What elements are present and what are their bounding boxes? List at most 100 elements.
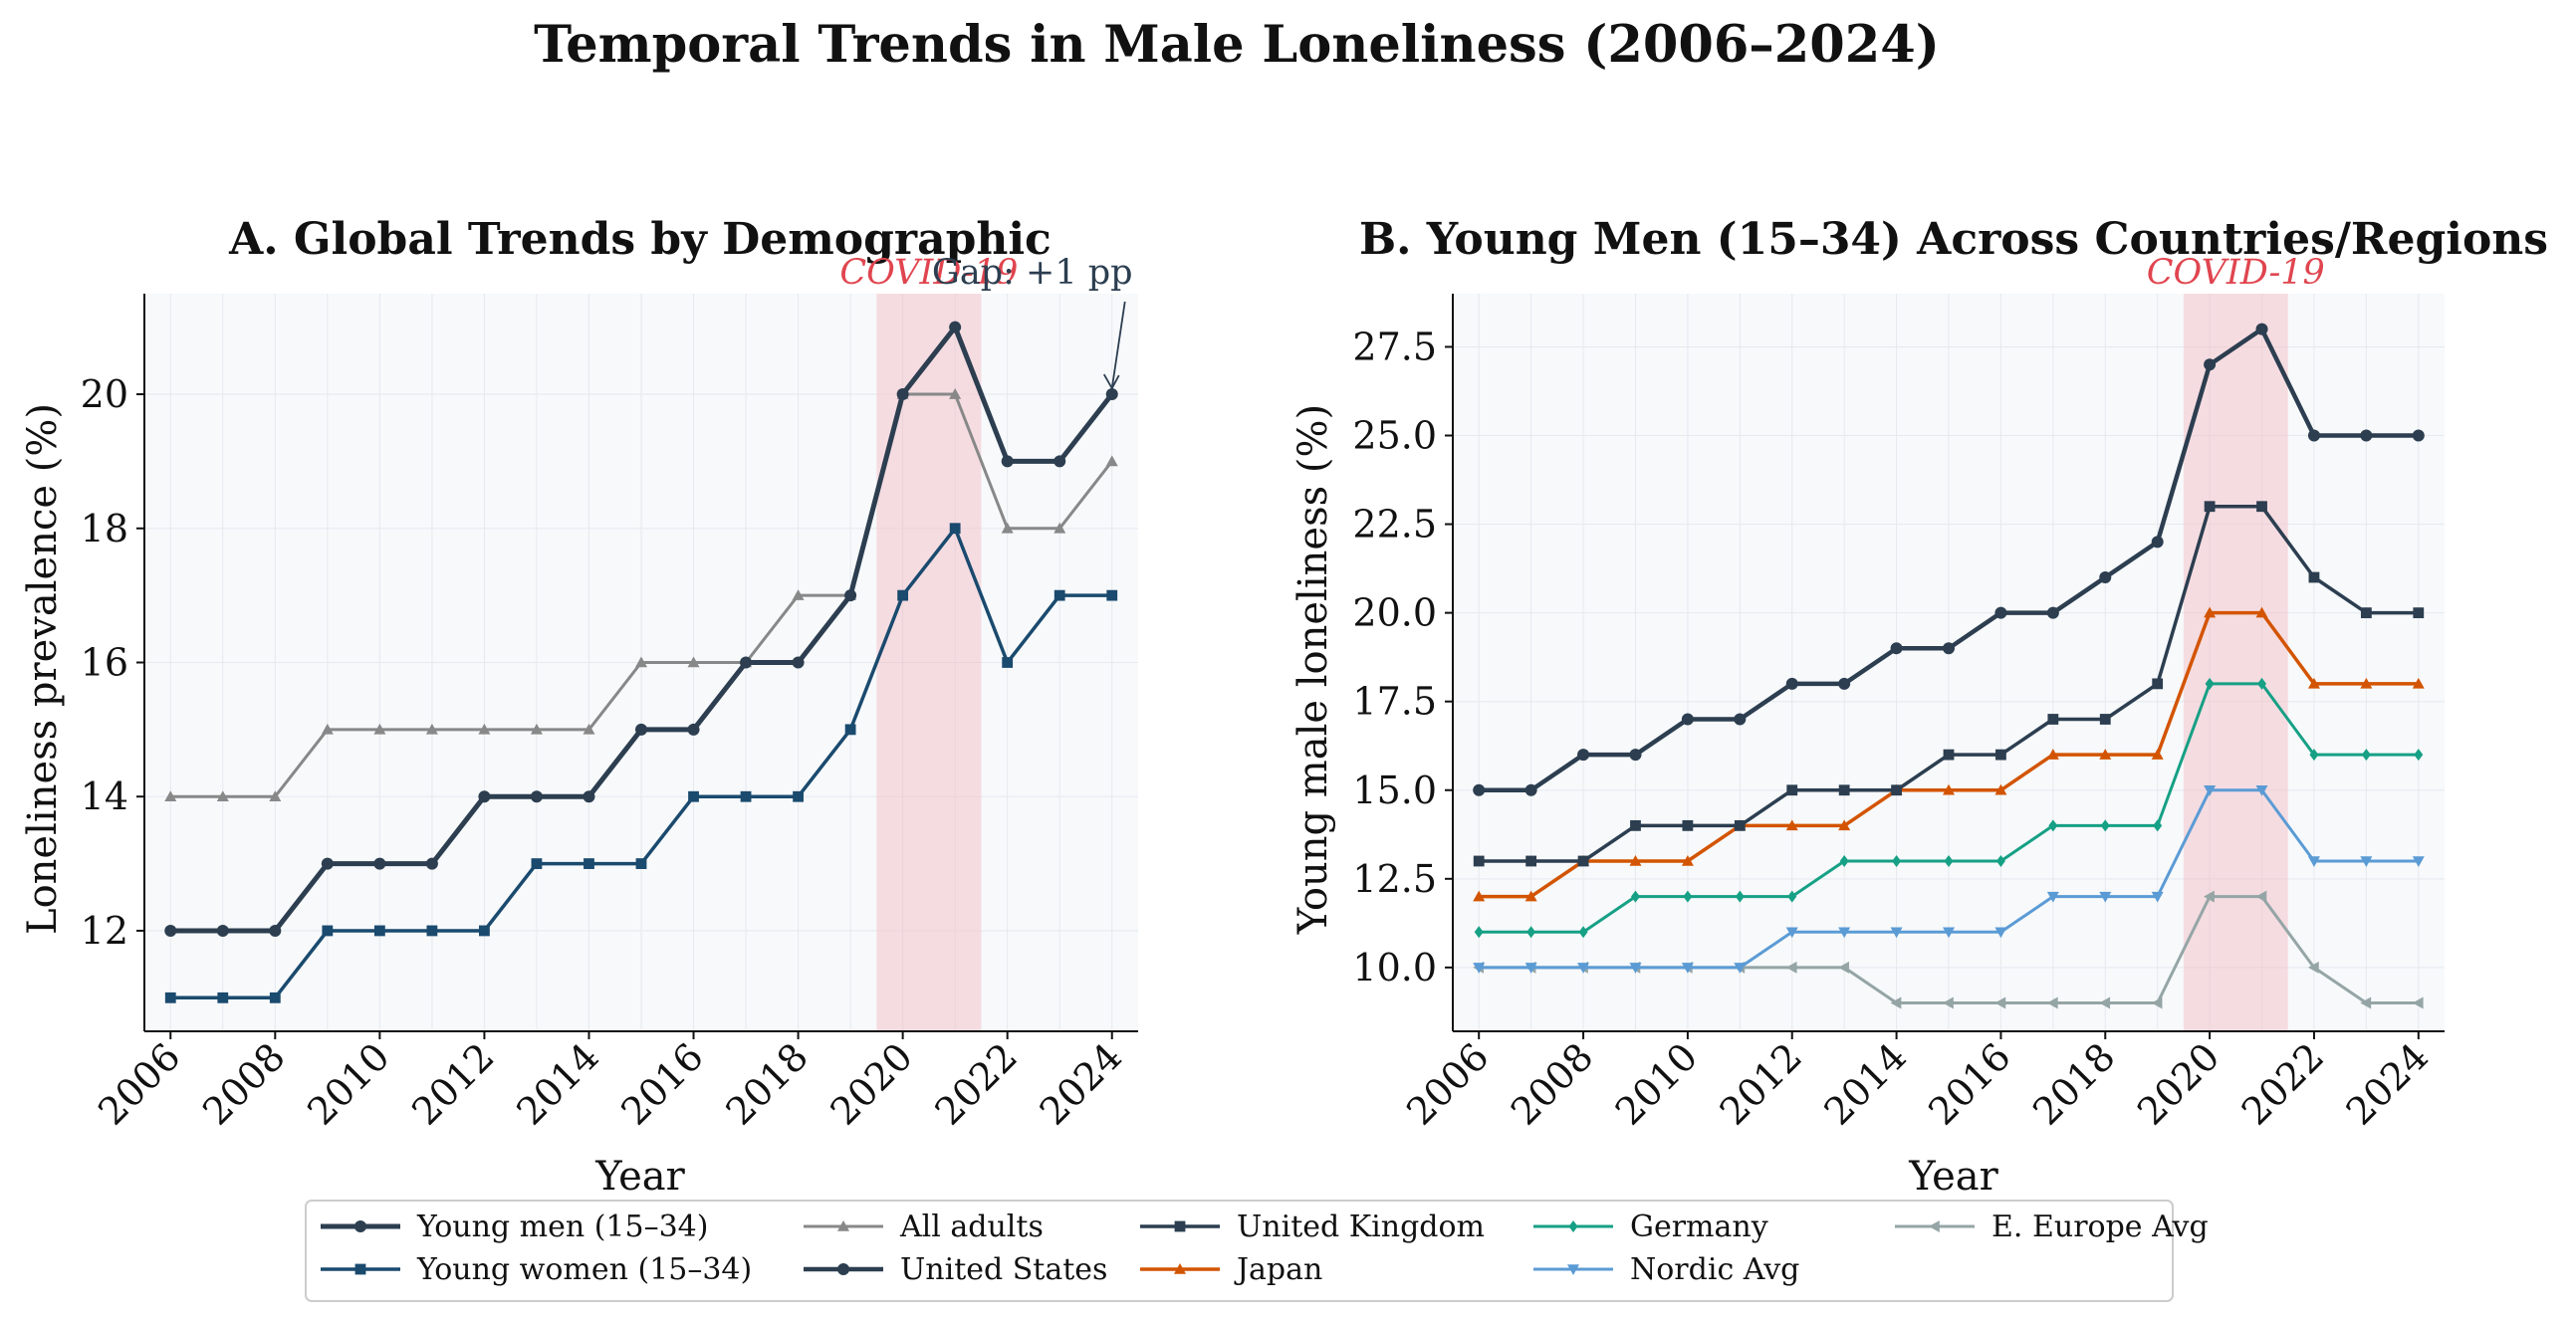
panel-b-series-nordic-avg-point: [2360, 856, 2373, 867]
panel-a-series-young-men-15-34-point: [478, 790, 491, 803]
panel-b-xtick-label: 2016: [1920, 1034, 2019, 1134]
legend-item-japan: Japan: [1140, 1252, 1322, 1287]
panel-b-series-nordic-avg-point: [2412, 856, 2425, 867]
panel-a-xtick-label: 2018: [717, 1034, 817, 1134]
panel-a-series-young-women-15-34-point: [531, 858, 543, 869]
panel-b-series-nordic-avg-point: [1838, 927, 1851, 939]
panel-a-series-young-men-15-34-point: [373, 857, 386, 870]
panel-b-series-e-europe-avg-point: [2099, 996, 2111, 1009]
panel-a-series-young-men-15-34-point: [844, 589, 857, 602]
panel-b-ylabel: Young male loneliness (%): [1290, 404, 1336, 935]
legend-label: Japan: [1234, 1252, 1322, 1287]
panel-b-series-united-states-point: [2255, 323, 2268, 335]
legend-swatch-marker: [1929, 1220, 1940, 1232]
panel-b-series-united-states-point: [2151, 536, 2164, 549]
panel-b-series-united-kingdom-point: [1473, 855, 1485, 867]
panel-a-series-all-adults-point: [425, 723, 438, 735]
legend-swatch-marker: [354, 1220, 366, 1232]
legend-item-e-europe-avg: E. Europe Avg: [1895, 1210, 2209, 1244]
panel-b-series-united-kingdom: [1473, 501, 2425, 867]
panel-a-annotation-arrow: [1110, 301, 1126, 389]
panel-b-series-germany-point: [1578, 926, 1588, 939]
panel-b-series-japan: [1473, 606, 2425, 902]
panel-b-title: B. Young Men (15–34) Across Countries/Re…: [1359, 214, 2548, 265]
panel-b-series-japan-point: [2412, 677, 2425, 689]
panel-b-ytick-label: 17.5: [1352, 680, 1437, 724]
panel-a-annotation-arrowhead: [1102, 373, 1120, 390]
panel-a-series-all-adults-point: [164, 790, 177, 802]
panel-b-series-nordic-avg-point: [1524, 963, 1537, 974]
panel-a-series-young-women-15-34-point: [373, 925, 385, 937]
panel-a-covid-span: [876, 294, 982, 1031]
legend-swatch-marker: [354, 1263, 366, 1275]
legend-label: E. Europe Avg: [1991, 1210, 2209, 1244]
legend-swatch-marker: [1568, 1220, 1578, 1232]
panel-b-series-e-europe-avg-point: [2046, 996, 2058, 1009]
panel-b-xtick-label: 2020: [2129, 1034, 2228, 1134]
panel-b-series-e-europe-avg-point: [2151, 996, 2163, 1009]
panel-b-series-nordic-avg-point: [1994, 927, 2007, 939]
panel-b-series-united-kingdom-point: [1734, 819, 1746, 831]
panel-b-series-japan-point: [1681, 855, 1694, 866]
panel-a-series-young-women-15-34-point: [740, 790, 752, 802]
panel-b-series-united-kingdom-point: [2204, 501, 2216, 513]
panel-a-series-young-women-15-34-point: [426, 925, 438, 937]
panel-b-series-nordic-avg-point: [1629, 963, 1642, 974]
legend-item-young-women-15-34: Young women (15–34): [321, 1252, 752, 1287]
panel-a-series-young-men-15-34-point: [687, 723, 700, 736]
panel-a-xtick-label: 2024: [1032, 1034, 1131, 1134]
panel-b-series-e-europe-avg-point: [2255, 890, 2267, 903]
panel-a-gap-annotation: Gap: +1 pp: [932, 253, 1133, 293]
panel-a-series-young-men-15-34-point: [164, 924, 177, 937]
panel-b-series-united-states-point: [2360, 429, 2373, 442]
panel-b-series-united-states-point: [1473, 783, 1486, 796]
panel-a-ylabel: Loneliness prevalence (%): [20, 403, 66, 935]
panel-b-covid-label: COVID-19: [2147, 253, 2325, 293]
panel-a-series-young-women-15-34: [164, 523, 1118, 1003]
panel-b-series-germany-point: [1787, 890, 1797, 903]
panel-a-series-young-women-15-34-point: [793, 790, 804, 802]
panel-a-series-young-women-15-34-point: [479, 925, 490, 937]
panel-b-series-japan-point: [2255, 606, 2268, 618]
panel-a-series-all-adults-point: [583, 723, 595, 735]
panel-b-series-e-europe-avg-point: [1994, 996, 2006, 1009]
panel-a-series-young-women-15-34-point: [322, 925, 334, 937]
panel-b-xtick-label: 2022: [2233, 1034, 2333, 1134]
panel-b-series-japan-point: [1785, 819, 1798, 831]
legend-label: Nordic Avg: [1630, 1252, 1799, 1287]
panel-b-series-nordic-avg-point: [2204, 784, 2217, 796]
panel-b-series-germany-point: [2414, 749, 2424, 762]
panel-a-series-young-women-15-34-point: [1106, 589, 1118, 601]
panel-b-series-united-kingdom-point: [2099, 714, 2111, 725]
panel-b-series-germany-point: [2153, 819, 2163, 832]
panel-a-ytick-label: 16: [81, 641, 128, 685]
panel-b-series-germany-point: [1839, 855, 1849, 867]
panel-a-xtick-label: 2020: [821, 1034, 921, 1134]
panel-b-series-nordic-avg-point: [2255, 784, 2268, 796]
legend-swatch-marker: [1174, 1220, 1186, 1232]
panel-b-series-germany-point: [1630, 890, 1640, 903]
panel-b-series-united-kingdom-point: [1630, 819, 1641, 831]
panel-b-series-united-states-point: [2046, 606, 2059, 619]
legend-label: All adults: [899, 1210, 1044, 1244]
panel-b-series-germany-point: [1944, 855, 1954, 867]
panel-b-series-nordic-avg: [1473, 784, 2425, 974]
panel-a-series-young-men-15-34: [164, 321, 1118, 937]
panel-b-series-united-states-point: [1577, 749, 1590, 762]
legend-swatch-marker: [1567, 1264, 1579, 1275]
legend-label: United Kingdom: [1237, 1210, 1485, 1244]
panel-b-series-united-states-point: [2204, 358, 2217, 371]
panel-b-series-japan-point: [1473, 890, 1486, 902]
panel-a-series-young-men-15-34-point: [949, 321, 962, 333]
panel-a-series-young-men-15-34-point: [321, 857, 334, 870]
panel-a-series-all-adults-point: [949, 388, 962, 399]
panel-a-xtick-label: 2010: [299, 1034, 398, 1134]
figure-title: Temporal Trends in Male Loneliness (2006…: [534, 15, 1940, 75]
panel-b-series-e-europe-avg-point: [2360, 996, 2372, 1009]
panel-a-xtick-label: 2012: [403, 1034, 503, 1134]
legend-label: Germany: [1630, 1210, 1768, 1244]
panel-b-series-nordic-avg-point: [1785, 927, 1798, 939]
panel-b-series-united-states-point: [1629, 749, 1642, 762]
panel-b-series-germany-point: [2257, 677, 2267, 690]
panel-a-ytick-label: 14: [81, 774, 128, 818]
